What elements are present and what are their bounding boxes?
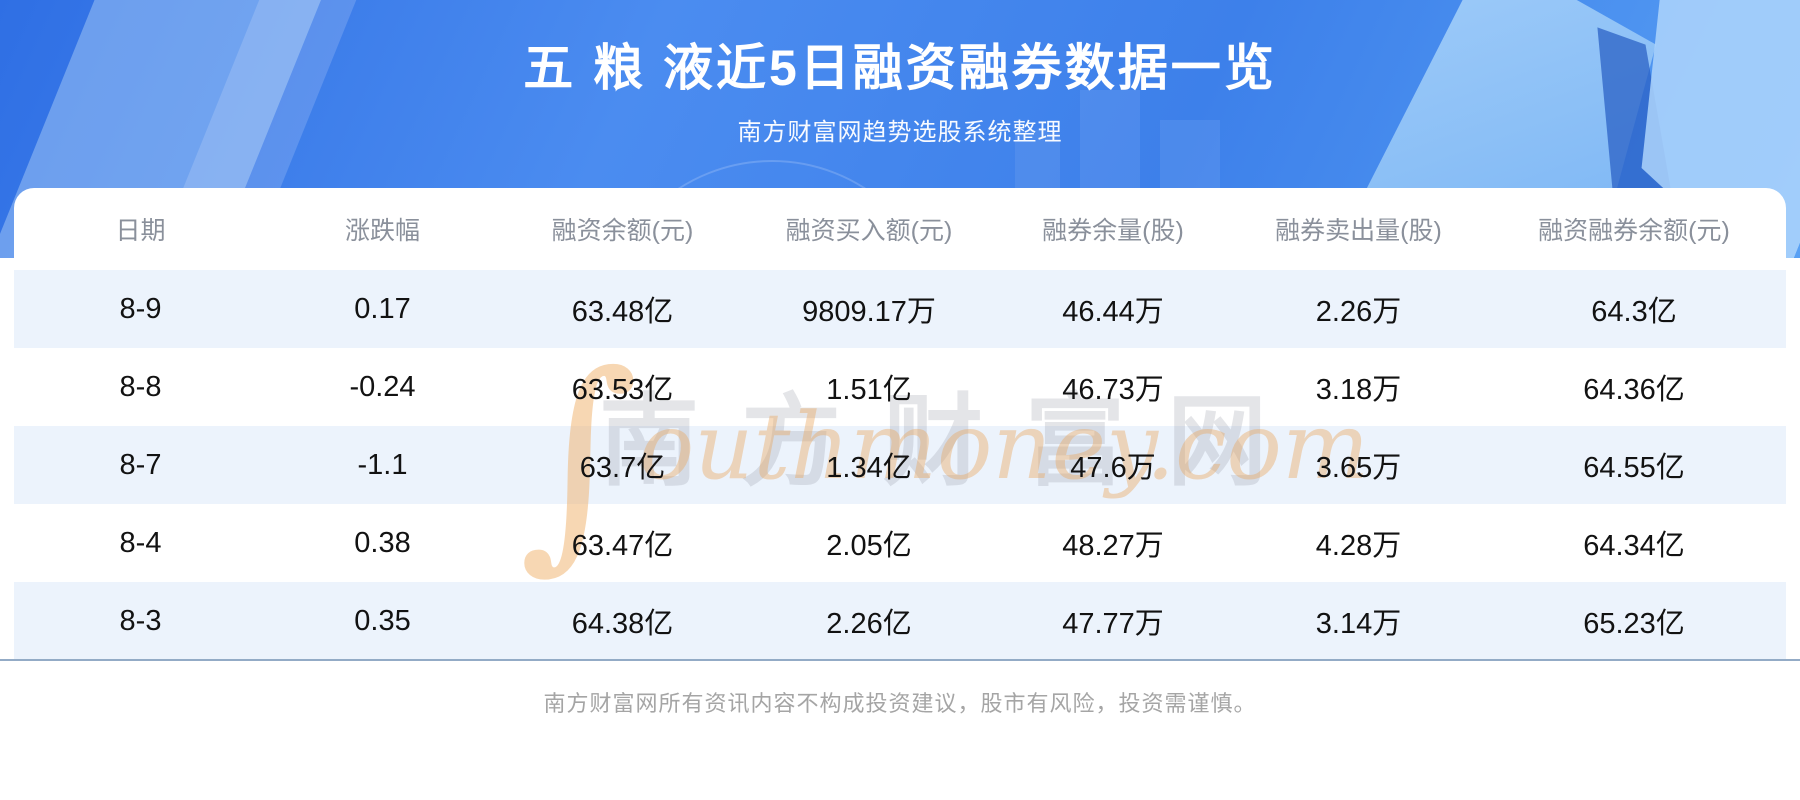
footer-disclaimer: 南方财富网所有资讯内容不构成投资建议，股市有风险，投资需谨慎。 — [543, 691, 1257, 716]
cell-lending-volume: 47.6万 — [1070, 452, 1156, 484]
header-cell-financing-balance: 融资余额(元) — [551, 217, 694, 245]
cell-financing-buy: 2.26亿 — [826, 608, 912, 640]
cell-lending-sell: 4.28万 — [1315, 530, 1402, 562]
header-cell-financing-buy: 融资买入额(元) — [785, 217, 953, 245]
cell-date: 8-8 — [119, 370, 162, 403]
cell-lending-volume: 47.77万 — [1062, 608, 1164, 640]
cell-change: -1.1 — [357, 448, 408, 481]
cell-total-balance: 64.55亿 — [1583, 452, 1685, 484]
table-row: 8-4 0.38 63.47亿 2.05亿 48.27万 4.28万 64.34… — [14, 504, 1786, 582]
table-row: 8-9 0.17 63.48亿 9809.17万 46.44万 2.26万 64… — [14, 270, 1786, 348]
cell-change: 0.38 — [354, 526, 411, 559]
header-cell-change: 涨跌幅 — [344, 217, 420, 245]
header-cell-date: 日期 — [115, 217, 166, 245]
cell-lending-volume: 46.73万 — [1062, 374, 1164, 406]
cell-financing-balance: 64.38亿 — [571, 608, 674, 640]
cell-total-balance: 64.34亿 — [1583, 530, 1685, 562]
table-row: 8-7 -1.1 63.7亿 1.34亿 47.6万 3.65万 64.55亿 — [14, 426, 1786, 504]
cell-financing-balance: 63.53亿 — [571, 374, 674, 406]
data-card: 南方财富网 ∫outhmoney.com 日期 涨跌幅 融资余额(元) 融资买入… — [14, 188, 1786, 660]
header-cell-total-balance: 融资融券余额(元) — [1538, 217, 1730, 245]
cell-lending-sell: 3.14万 — [1315, 608, 1402, 640]
cell-total-balance: 65.23亿 — [1583, 608, 1685, 640]
cell-financing-buy: 9809.17万 — [802, 296, 936, 328]
cell-date: 8-3 — [119, 604, 162, 637]
cell-lending-sell: 3.18万 — [1315, 374, 1402, 406]
cell-financing-buy: 1.51亿 — [826, 374, 912, 406]
cell-financing-balance: 63.7亿 — [579, 452, 666, 484]
cell-change: -0.24 — [349, 370, 416, 403]
cell-total-balance: 64.3亿 — [1591, 296, 1677, 328]
cell-lending-sell: 2.26万 — [1315, 296, 1402, 328]
page-title: 五 粮 液近5日融资融券数据一览 — [523, 40, 1277, 96]
header-cell-lending-volume: 融券余量(股) — [1042, 217, 1184, 245]
cell-date: 8-9 — [119, 292, 162, 325]
table-row: 8-8 -0.24 63.53亿 1.51亿 46.73万 3.18万 64.3… — [14, 348, 1786, 426]
table-row: 8-3 0.35 64.38亿 2.26亿 47.77万 3.14万 65.23… — [14, 582, 1786, 660]
cell-lending-sell: 3.65万 — [1315, 452, 1402, 484]
cell-lending-volume: 48.27万 — [1062, 530, 1164, 562]
page-subtitle: 南方财富网趋势选股系统整理 — [737, 119, 1063, 146]
cell-lending-volume: 46.44万 — [1062, 296, 1164, 328]
cell-financing-buy: 1.34亿 — [826, 452, 912, 484]
cell-financing-balance: 63.47亿 — [571, 530, 674, 562]
header-cell-lending-sell: 融券卖出量(股) — [1275, 217, 1442, 245]
cell-date: 8-4 — [119, 526, 162, 559]
cell-date: 8-7 — [119, 448, 162, 481]
table-bottom-divider — [0, 659, 1800, 661]
cell-change: 0.35 — [354, 604, 411, 637]
cell-change: 0.17 — [354, 292, 411, 325]
table-header-row: 日期 涨跌幅 融资余额(元) 融资买入额(元) 融券余量(股) 融券卖出量(股)… — [14, 188, 1786, 270]
cell-financing-balance: 63.48亿 — [571, 296, 674, 328]
cell-financing-buy: 2.05亿 — [826, 530, 912, 562]
cell-total-balance: 64.36亿 — [1583, 374, 1685, 406]
